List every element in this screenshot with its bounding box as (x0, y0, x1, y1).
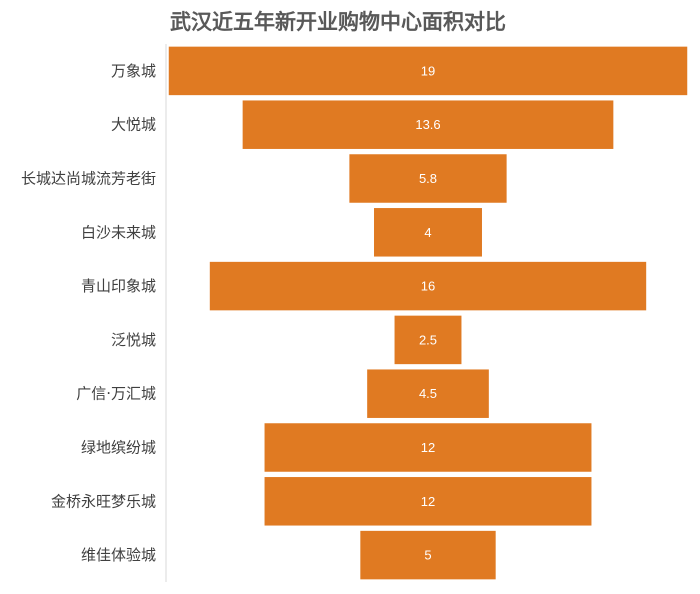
value-labels: 19 13.6 5.8 4 16 2.5 4.5 12 12 5 (415, 63, 440, 562)
value-label-7: 4.5 (419, 386, 437, 401)
category-label-8: 绿地缤纷城 (81, 439, 156, 457)
value-label-1: 19 (421, 63, 435, 78)
bar-7 (365, 367, 491, 420)
value-label-9: 12 (421, 494, 435, 509)
category-label-1: 万象城 (111, 62, 156, 80)
value-label-3: 5.8 (419, 171, 437, 186)
value-label-10: 5 (424, 548, 431, 563)
category-label-9: 金桥永旺梦乐城 (51, 492, 156, 510)
bar-9 (263, 475, 593, 528)
chart-title: 武汉近五年新开业购物中心面积对比 (170, 10, 506, 34)
bar-1 (167, 45, 689, 97)
category-label-5: 青山印象城 (81, 277, 156, 295)
category-labels: 万象城大悦城长城达尚城流芳老街白沙未来城青山印象城泛悦城广信·万汇城绿地缤纷城金… (21, 62, 156, 564)
category-label-6: 泛悦城 (111, 331, 156, 349)
bar-3 (347, 152, 509, 205)
bar-10 (358, 529, 498, 581)
category-label-4: 白沙未来城 (81, 223, 156, 241)
bar-5 (208, 260, 648, 312)
category-label-7: 广信·万汇城 (76, 385, 156, 403)
bar-8 (263, 421, 593, 474)
value-label-6: 2.5 (419, 332, 437, 347)
bars (167, 45, 689, 581)
bar-6 (393, 314, 463, 366)
value-label-8: 12 (421, 440, 435, 455)
bar-4 (372, 206, 484, 259)
bar-2 (241, 98, 615, 151)
value-label-5: 16 (421, 279, 435, 294)
category-label-10: 维佳体验城 (81, 546, 156, 564)
value-label-4: 4 (424, 225, 431, 240)
category-label-3: 长城达尚城流芳老街 (21, 170, 156, 188)
category-label-2: 大悦城 (111, 116, 156, 134)
value-label-2: 13.6 (415, 117, 440, 132)
